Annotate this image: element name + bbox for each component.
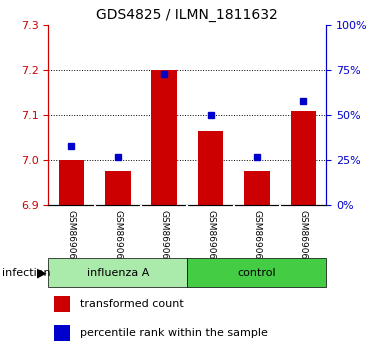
Text: GSM869066: GSM869066 bbox=[252, 210, 262, 264]
Bar bbox=[151, 70, 177, 205]
Text: infection: infection bbox=[2, 268, 50, 278]
Bar bbox=[48, 258, 187, 287]
Bar bbox=[54, 325, 70, 341]
Bar bbox=[59, 160, 84, 205]
Bar bbox=[244, 171, 270, 205]
Text: GSM869065: GSM869065 bbox=[67, 210, 76, 264]
Bar bbox=[290, 110, 316, 205]
Text: control: control bbox=[237, 268, 276, 278]
Text: influenza A: influenza A bbox=[86, 268, 149, 278]
Text: GSM869068: GSM869068 bbox=[299, 210, 308, 264]
Title: GDS4825 / ILMN_1811632: GDS4825 / ILMN_1811632 bbox=[96, 8, 278, 22]
Text: percentile rank within the sample: percentile rank within the sample bbox=[80, 328, 268, 338]
Text: GSM869064: GSM869064 bbox=[206, 210, 215, 264]
Text: GSM869067: GSM869067 bbox=[113, 210, 122, 264]
Text: transformed count: transformed count bbox=[80, 299, 184, 309]
Text: ▶: ▶ bbox=[37, 266, 47, 279]
Text: GSM869069: GSM869069 bbox=[160, 210, 169, 264]
Bar bbox=[198, 131, 223, 205]
Bar bbox=[105, 171, 131, 205]
Bar bbox=[54, 296, 70, 312]
Bar bbox=[187, 258, 326, 287]
